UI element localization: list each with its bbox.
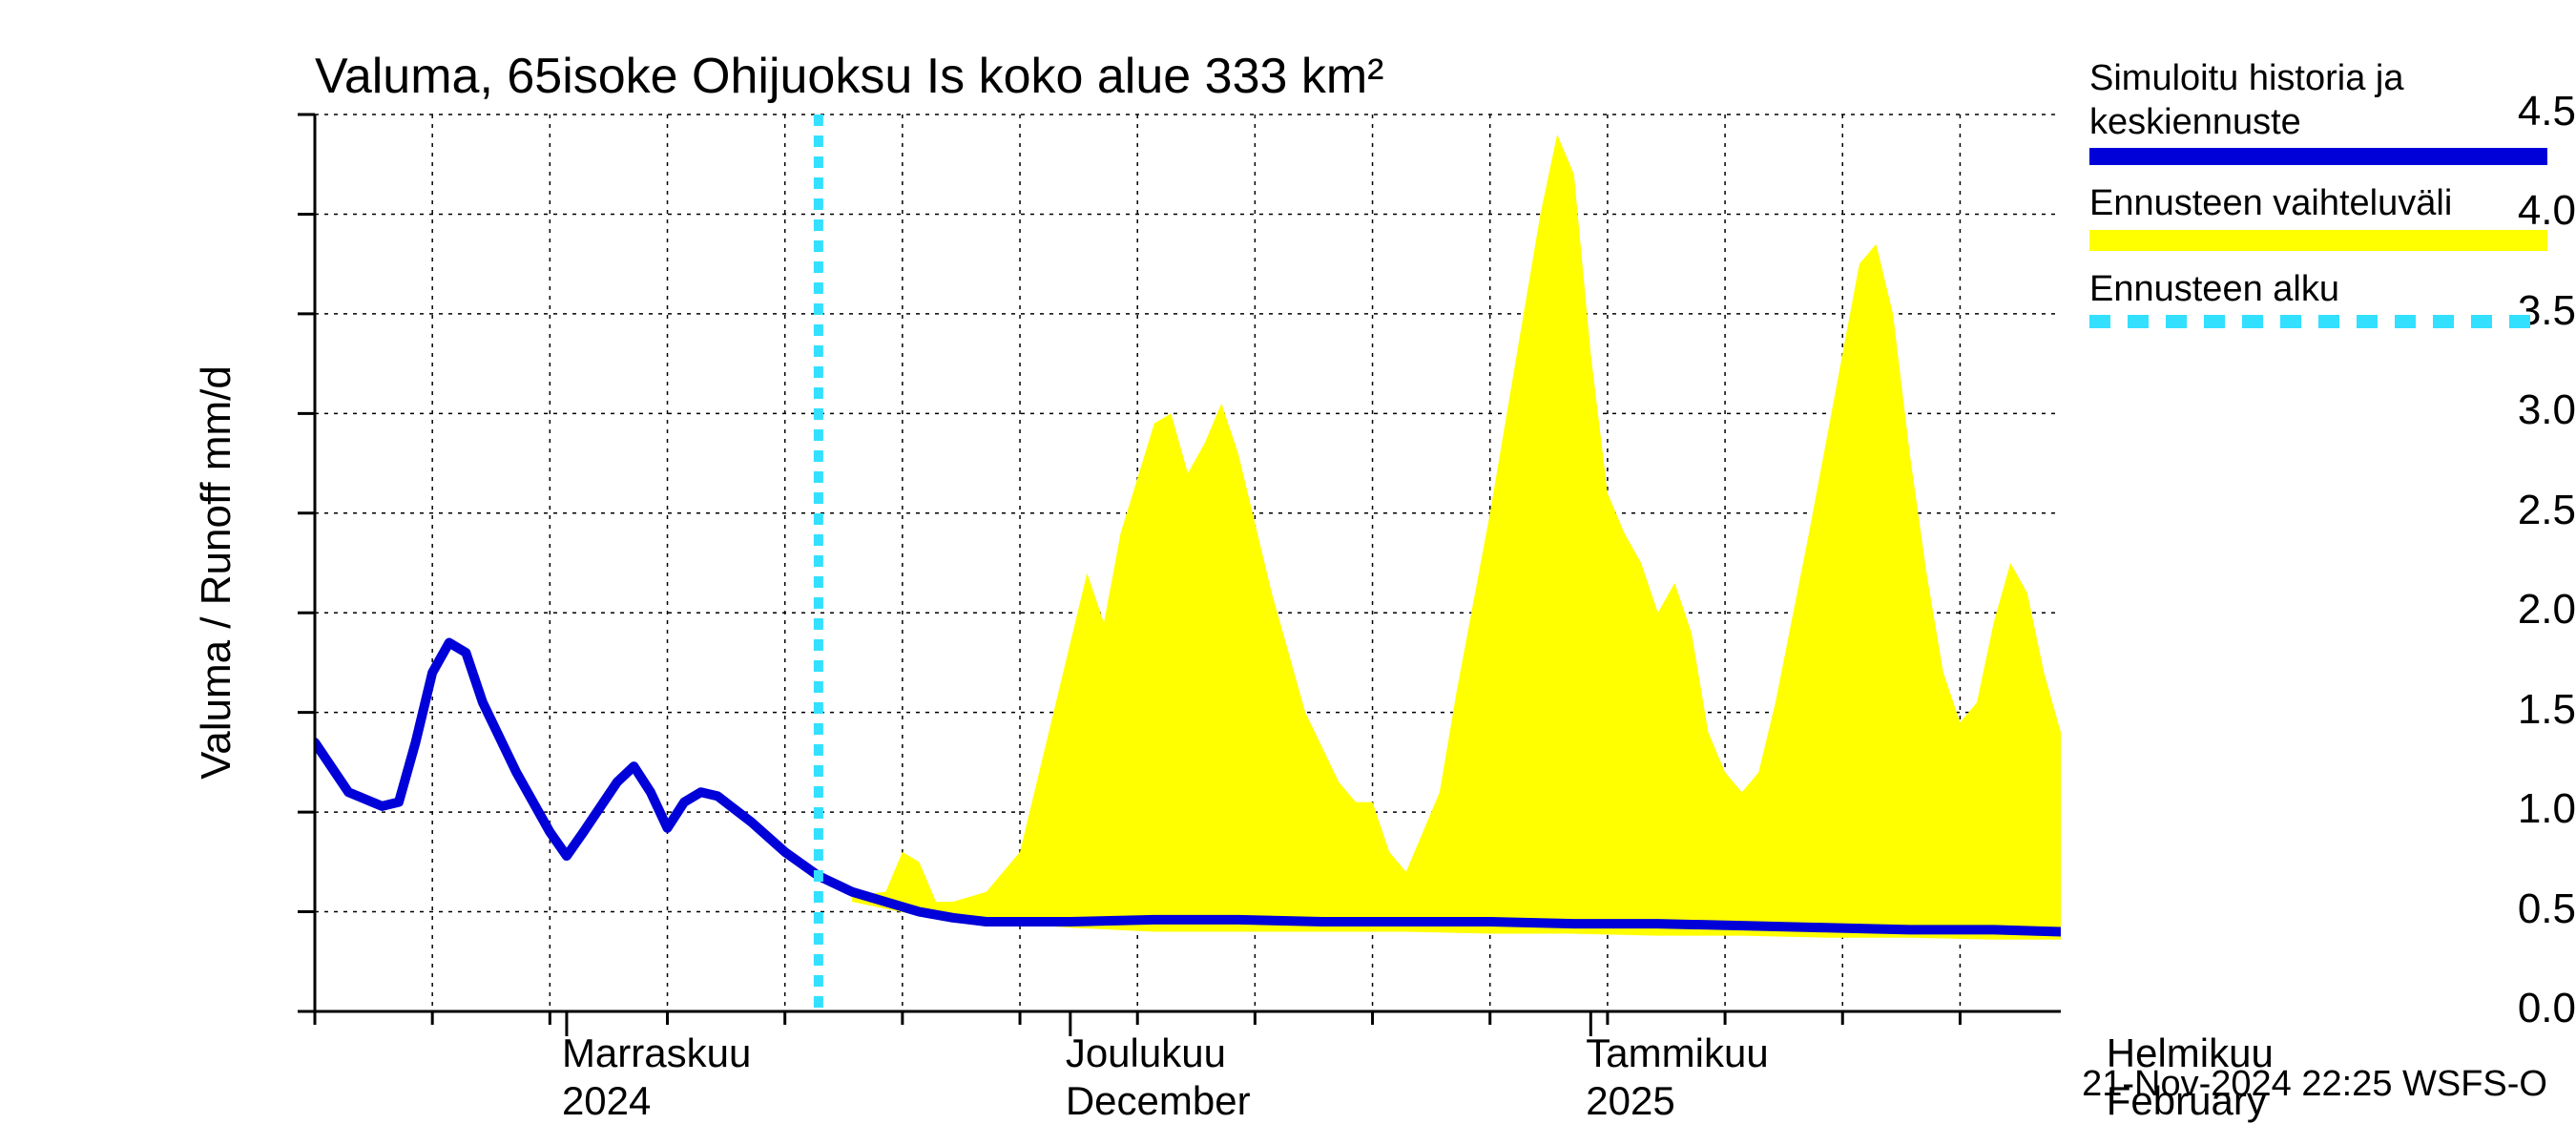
legend-label: Ennusteen alku bbox=[2089, 268, 2547, 312]
x-tick-label-sub: 2024 bbox=[562, 1078, 651, 1124]
timestamp-label: 21-Nov-2024 22:25 WSFS-O bbox=[2082, 1064, 2547, 1105]
x-tick-label-month: Joulukuu bbox=[1066, 1030, 1226, 1076]
legend-swatch bbox=[2089, 315, 2547, 328]
runoff-forecast-chart: Valuma / Runoff mm/d Valuma, 65isoke Ohi… bbox=[0, 0, 2576, 1145]
legend: Simuloitu historia ja keskiennuste Ennust… bbox=[2089, 57, 2547, 345]
x-tick-label-sub: December bbox=[1066, 1078, 1251, 1124]
x-tick-label-month: Marraskuu bbox=[562, 1030, 751, 1076]
x-tick-label-month: Tammikuu bbox=[1586, 1030, 1768, 1076]
legend-label: Ennusteen vaihteluväli bbox=[2089, 182, 2547, 226]
legend-label: Simuloitu historia ja keskiennuste bbox=[2089, 57, 2547, 144]
legend-swatch bbox=[2089, 148, 2547, 165]
x-tick-label-sub: 2025 bbox=[1586, 1078, 1674, 1124]
legend-swatch bbox=[2089, 230, 2547, 251]
